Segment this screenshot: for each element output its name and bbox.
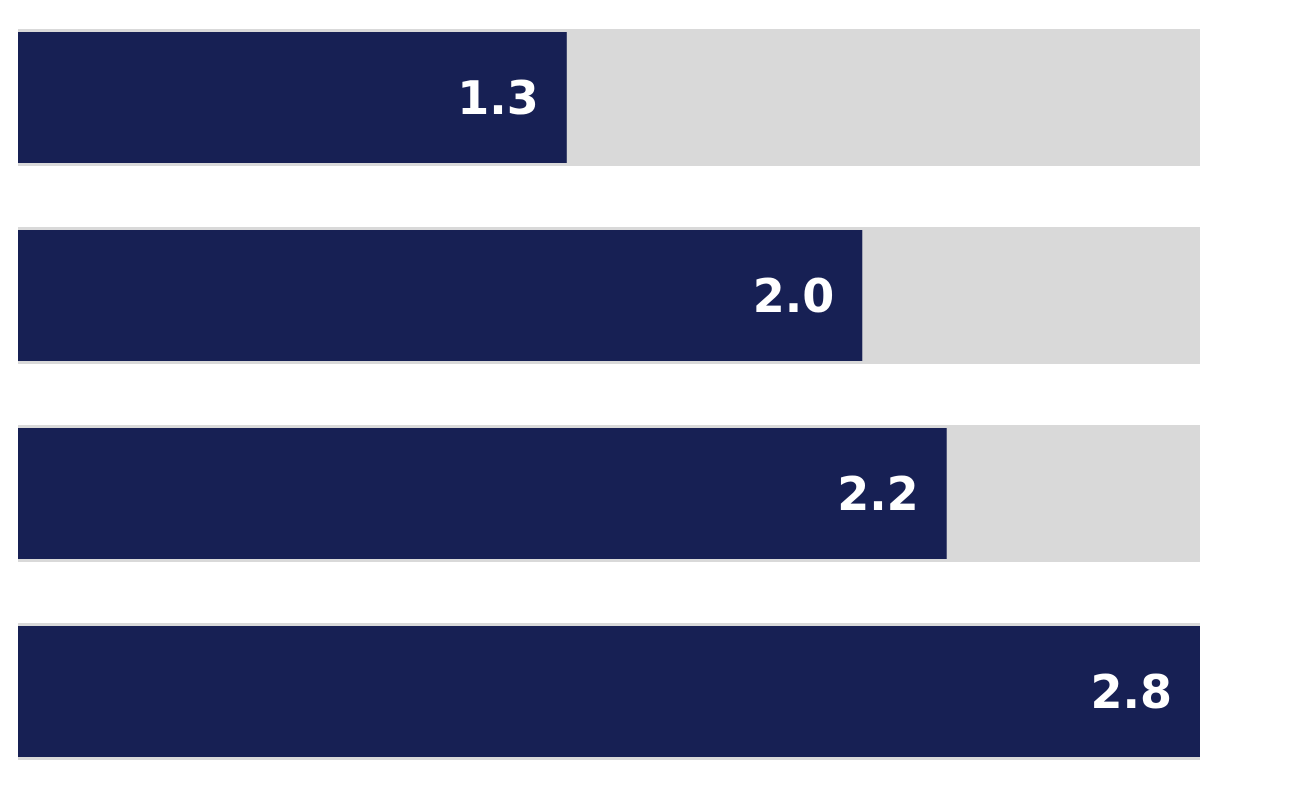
bar (18, 230, 863, 361)
value-label: 2.2 (837, 467, 919, 521)
value-label: 2.0 (753, 269, 835, 323)
value-label: 2.8 (1091, 665, 1173, 719)
bar (18, 32, 567, 163)
value-label: 1.3 (457, 71, 539, 125)
bar (18, 428, 947, 559)
bar (18, 626, 1200, 757)
